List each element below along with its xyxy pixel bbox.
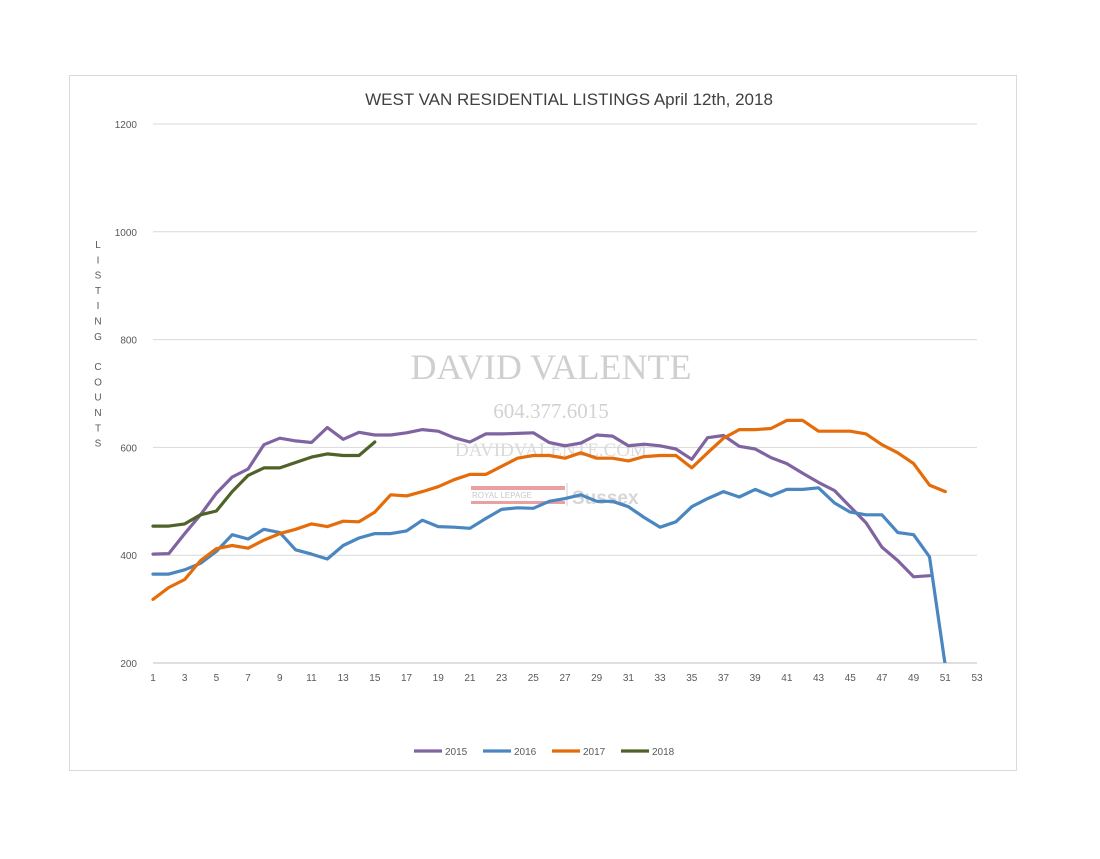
y-tick-label: 200 — [120, 659, 137, 670]
watermark-brand-logo: ROYAL LEPAGE Sussex — [471, 483, 639, 509]
legend-label: 2018 — [652, 747, 675, 758]
chart-frame: WEST VAN RESIDENTIAL LISTINGS April 12th… — [69, 75, 1017, 771]
series-line-2016 — [151, 486, 947, 663]
x-tick-label: 3 — [182, 673, 188, 684]
x-tick-label: 21 — [464, 673, 476, 684]
y-label-letter: O — [94, 377, 102, 388]
y-label-letter: S — [95, 439, 102, 450]
legend: 2015 2016 2017 2018 — [414, 747, 675, 758]
x-tick-label: 15 — [369, 673, 381, 684]
y-tick-label: 600 — [120, 443, 137, 454]
y-label-letter: T — [95, 286, 101, 297]
legend-label: 2016 — [514, 747, 537, 758]
y-label-letter: T — [95, 423, 101, 434]
series-line-2017 — [151, 418, 947, 602]
watermark: DAVID VALENTE 604.377.6015 DAVIDVALENTE.… — [410, 347, 691, 509]
x-tick-label: 41 — [781, 673, 793, 684]
grid-layer — [153, 123, 977, 556]
x-tick-label: 53 — [971, 673, 983, 684]
legend-label: 2017 — [583, 747, 606, 758]
brand-stripe — [471, 501, 565, 504]
y-label-letter: S — [95, 271, 102, 282]
x-tick-label: 27 — [559, 673, 571, 684]
watermark-name: DAVID VALENTE — [410, 347, 691, 387]
x-tick-label: 45 — [845, 673, 857, 684]
watermark-phone: 604.377.6015 — [493, 399, 609, 423]
x-tick-label: 37 — [718, 673, 730, 684]
x-tick-label: 7 — [245, 673, 251, 684]
y-label-letter: N — [94, 317, 101, 328]
series-layer — [151, 418, 947, 663]
y-label-letter: C — [94, 362, 101, 373]
brand-stripe — [471, 486, 565, 490]
watermark-website: DAVIDVALENTE.COM — [455, 440, 647, 461]
x-tick-label: 33 — [655, 673, 667, 684]
series-line-2018 — [151, 440, 377, 528]
series-line-2015 — [151, 425, 932, 579]
y-label-letter: G — [94, 332, 102, 343]
legend-item-2015: 2015 — [414, 747, 468, 758]
legend-item-2016: 2016 — [483, 747, 537, 758]
x-tick-label: 9 — [277, 673, 283, 684]
x-tick-label: 13 — [338, 673, 350, 684]
x-tick-label: 43 — [813, 673, 825, 684]
x-tick-label: 35 — [686, 673, 698, 684]
y-tick-label: 1000 — [115, 228, 138, 239]
x-tick-label: 23 — [496, 673, 508, 684]
chart-svg: WEST VAN RESIDENTIAL LISTINGS April 12th… — [94, 90, 983, 758]
x-tick-label: 17 — [401, 673, 413, 684]
y-label-letter: U — [94, 393, 101, 404]
y-tick-label: 800 — [120, 336, 137, 347]
x-tick-label: 11 — [306, 673, 317, 684]
x-tick-label: 31 — [623, 673, 635, 684]
chart-title: WEST VAN RESIDENTIAL LISTINGS April 12th… — [365, 90, 773, 109]
y-label-letter: I — [97, 255, 100, 266]
x-tick-label: 51 — [940, 673, 952, 684]
x-tick-label: 19 — [433, 673, 445, 684]
x-tick-label: 25 — [528, 673, 540, 684]
x-tick-label: 47 — [876, 673, 888, 684]
y-label-letter: I — [97, 301, 100, 312]
watermark-brand-small: ROYAL LEPAGE — [472, 491, 532, 500]
y-label-letter: L — [95, 240, 101, 251]
y-tick-label: 1200 — [115, 120, 138, 131]
x-tick-label: 49 — [908, 673, 920, 684]
x-tick-label: 1 — [150, 673, 156, 684]
y-label-letter: N — [94, 408, 101, 419]
legend-label: 2015 — [445, 747, 468, 758]
x-tick-label: 29 — [591, 673, 603, 684]
legend-item-2018: 2018 — [621, 747, 675, 758]
y-tick-label: 400 — [120, 551, 137, 562]
legend-item-2017: 2017 — [552, 747, 606, 758]
x-tick-label: 39 — [750, 673, 762, 684]
x-tick-label: 5 — [214, 673, 220, 684]
